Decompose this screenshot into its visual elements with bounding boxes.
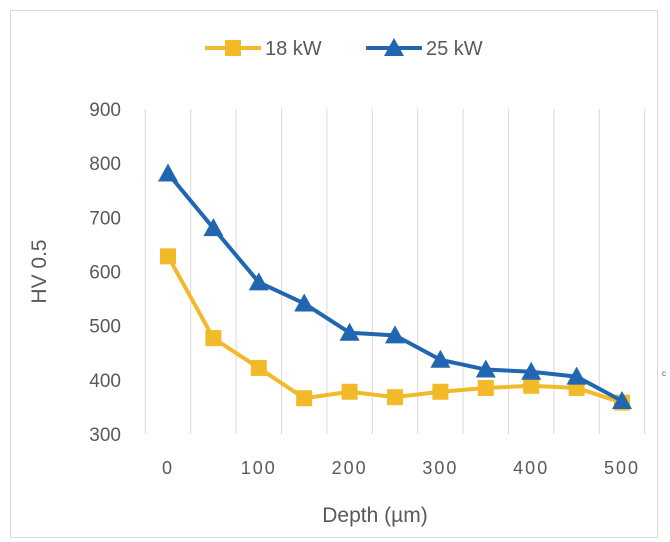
x-tick-label: 200 <box>332 458 368 478</box>
data-point <box>430 349 451 368</box>
data-point <box>612 390 632 409</box>
data-point <box>203 218 224 237</box>
y-tick-label: 800 <box>89 154 121 175</box>
y-tick-label: 600 <box>89 263 121 284</box>
x-tick-label: 500 <box>604 458 640 478</box>
y-axis-label: HV 0.5 <box>28 239 51 303</box>
x-tick-label: 0 <box>162 458 174 478</box>
data-point <box>341 383 358 400</box>
data-point <box>339 322 360 341</box>
data-point <box>566 366 587 385</box>
y-tick-label: 300 <box>89 425 121 446</box>
data-point <box>475 359 496 378</box>
data-point <box>385 325 405 344</box>
data-point <box>521 361 542 380</box>
x-tick-label: 300 <box>422 458 458 478</box>
data-point <box>477 379 494 396</box>
y-tick-label: 700 <box>89 208 121 229</box>
y-tick-label: 900 <box>89 100 121 121</box>
data-point <box>205 330 222 347</box>
legend-marker <box>225 40 241 56</box>
data-point <box>387 389 403 406</box>
data-point <box>523 377 540 394</box>
x-axis-label: Depth (µm) <box>322 504 427 527</box>
data-point <box>296 390 313 407</box>
data-point <box>250 359 267 376</box>
y-tick-label: 500 <box>89 317 121 338</box>
data-point <box>294 293 315 312</box>
x-tick-label: 400 <box>513 458 549 478</box>
x-tick-label: 100 <box>241 458 277 478</box>
data-point <box>158 163 178 182</box>
legend-marker <box>384 38 404 56</box>
data-point <box>248 272 269 291</box>
legend-label: 18 kW <box>265 38 322 60</box>
chart-frame <box>10 10 658 538</box>
legend-label: 25 kW <box>426 38 483 60</box>
data-point <box>432 383 449 400</box>
y-tick-label: 400 <box>89 371 121 392</box>
side-mark: c <box>662 369 666 378</box>
data-point <box>160 248 176 265</box>
